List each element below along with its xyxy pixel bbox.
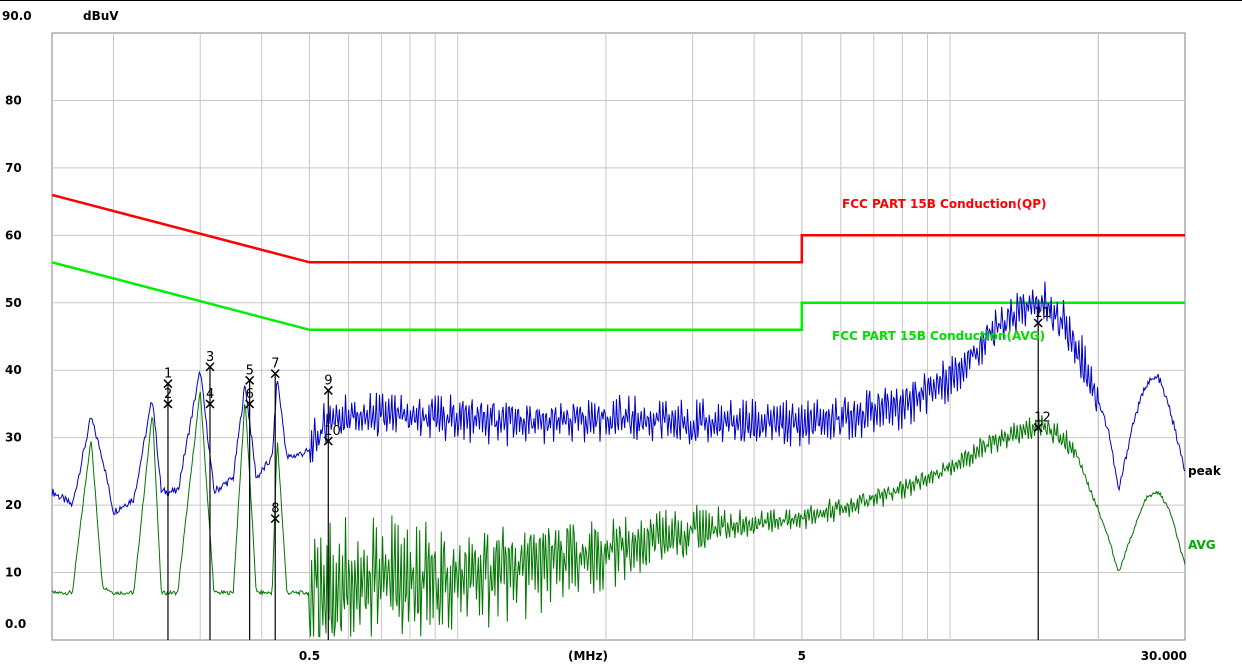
y-tick-label: 50 — [5, 296, 22, 310]
marker-x — [270, 514, 280, 524]
marker-number: 4 — [206, 387, 214, 402]
marker-x — [270, 369, 280, 379]
y-tick-label: 10 — [5, 566, 22, 580]
x-tick-label: 5 — [798, 649, 806, 663]
marker-x — [163, 399, 173, 409]
marker-number: 1 — [164, 367, 172, 382]
x-unit-label: (MHz) — [568, 649, 608, 663]
marker-x — [1033, 423, 1043, 433]
marker-x — [323, 436, 333, 446]
top-border — [0, 0, 1242, 1]
y-tick-label: 30 — [5, 431, 22, 445]
y-tick-label: 0.0 — [5, 617, 26, 631]
y-tick-label: 40 — [5, 363, 22, 377]
x-tick-label: 30.000 — [1141, 649, 1187, 663]
qp-limit-label: FCC PART 15B Conduction(QP) — [842, 197, 1047, 211]
marker-number: 10 — [324, 424, 341, 439]
limit-line — [51, 261, 1185, 332]
marker-x — [163, 379, 173, 389]
grid — [52, 33, 1185, 640]
marker-x — [1033, 318, 1043, 328]
marker-number: 9 — [324, 373, 332, 388]
marker-number: 12 — [1034, 411, 1051, 426]
marker-x — [205, 399, 215, 409]
series-line — [51, 391, 1186, 638]
marker-number: 5 — [246, 363, 254, 378]
marker-x — [205, 362, 215, 372]
marker-number: 2 — [164, 387, 172, 402]
y-unit-label: dBuV — [83, 9, 119, 23]
x-tick-label: 0.5 — [299, 649, 320, 663]
peak-series-label: peak — [1188, 464, 1222, 478]
series-lines — [51, 281, 1186, 638]
marker-x — [245, 399, 255, 409]
marker-number: 6 — [246, 387, 254, 402]
marker-x — [245, 375, 255, 385]
series-line — [51, 281, 1186, 515]
y-top-label: 90.0 — [2, 9, 32, 23]
y-tick-label: 20 — [5, 498, 22, 512]
marker-number: 11 — [1034, 306, 1051, 321]
avg-limit-label: FCC PART 15B Conduction(AVG) — [832, 329, 1045, 343]
marker-number: 7 — [271, 357, 279, 372]
y-tick-label: 70 — [5, 161, 22, 175]
marker-number: 3 — [206, 350, 214, 365]
y-tick-label: 60 — [5, 228, 22, 242]
limit-line — [51, 193, 1185, 264]
plot-area — [51, 32, 1186, 641]
marker-number: 8 — [271, 502, 279, 517]
marker-x — [323, 385, 333, 395]
axis-labels: 90.0 dBuV (MHz) 80 70 60 50 40 30 20 10 0.0 0.5 5 3… — [2, 9, 1187, 663]
avg-series-label: AVG — [1188, 538, 1216, 552]
y-tick-label: 80 — [5, 93, 22, 107]
limit-lines — [51, 193, 1185, 332]
